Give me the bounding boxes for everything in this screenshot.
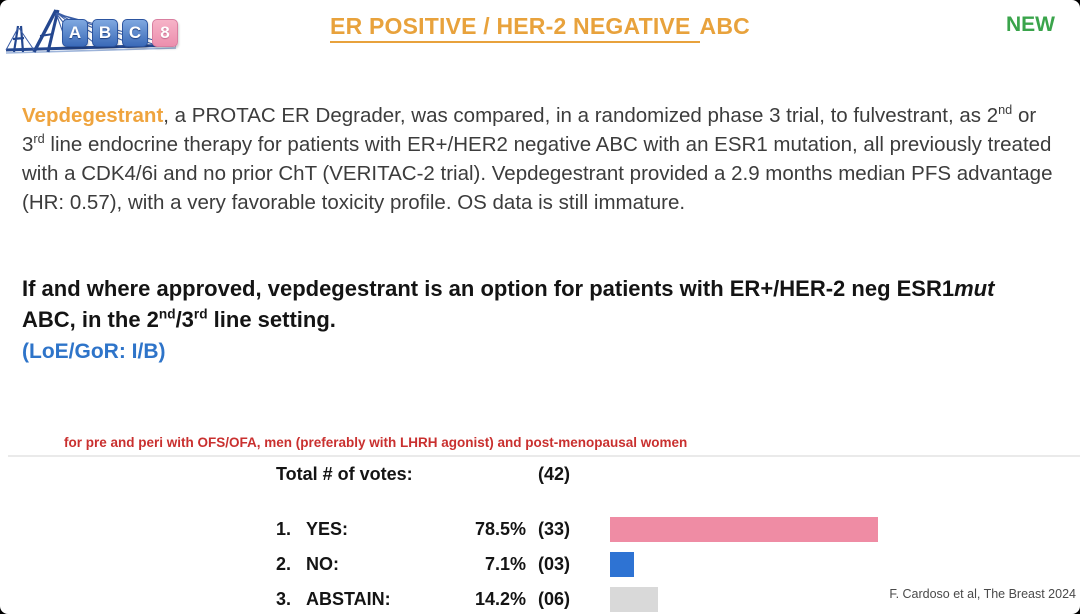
vote-grid: Total # of votes: (42) 1. YES: 78.5% (33…: [276, 464, 1080, 612]
loe-gor-label: (LoE/GoR: I/B): [22, 340, 166, 363]
vote-row-label: NO:: [306, 554, 339, 574]
abc8-logo: A B C 8: [4, 6, 184, 62]
summary-paragraph: Vepdegestrant, a PROTAC ER Degrader, was…: [22, 102, 1053, 214]
logo-letter-a: A: [62, 19, 88, 47]
vote-row-number: 2.: [276, 554, 292, 574]
logo-letter-b: B: [92, 19, 118, 47]
divider-line: [8, 455, 1080, 457]
vote-bar: [610, 517, 878, 542]
vote-row-count: (06): [538, 589, 571, 609]
vote-total-label: Total # of votes:: [276, 464, 413, 484]
vote-row-percent: 14.2%: [474, 589, 526, 609]
vote-row-count: (03): [538, 554, 571, 574]
vote-row-number: 1.: [276, 519, 292, 539]
population-note: for pre and peri with OFS/OFA, men (pref…: [64, 435, 688, 450]
page-title: ER POSITIVE / HER-2 NEGATIVE ABC: [0, 13, 1080, 43]
vote-bar: [610, 587, 659, 612]
new-badge: NEW: [1006, 13, 1055, 36]
vote-row-label: ABSTAIN:: [306, 589, 391, 609]
recommendation-statement: If and where approved, vepdegestrant is …: [22, 276, 995, 332]
vote-bar-track: [610, 587, 951, 612]
vote-row-label: YES:: [306, 519, 349, 539]
logo-letters: A B C 8: [62, 19, 178, 47]
vote-bar-track: [610, 552, 951, 577]
page-title-suffix: ABC: [699, 13, 750, 39]
vote-row-percent: 7.1%: [484, 554, 526, 574]
vote-total-count: (42): [538, 464, 571, 484]
vote-bar: [610, 552, 635, 577]
vote-bar-track: [610, 517, 951, 542]
logo-letter-8: 8: [152, 19, 178, 47]
citation: F. Cardoso et al, The Breast 2024: [889, 587, 1076, 601]
page-title-underlined: ER POSITIVE / HER-2 NEGATIVE: [330, 13, 700, 43]
vote-results: Total # of votes: (42) 1. YES: 78.5% (33…: [276, 464, 1080, 612]
vote-row-percent: 78.5%: [474, 519, 526, 539]
vote-spacer: [276, 495, 951, 507]
vote-row-number: 3.: [276, 589, 292, 609]
logo-letter-c: C: [122, 19, 148, 47]
vote-row-count: (33): [538, 519, 571, 539]
